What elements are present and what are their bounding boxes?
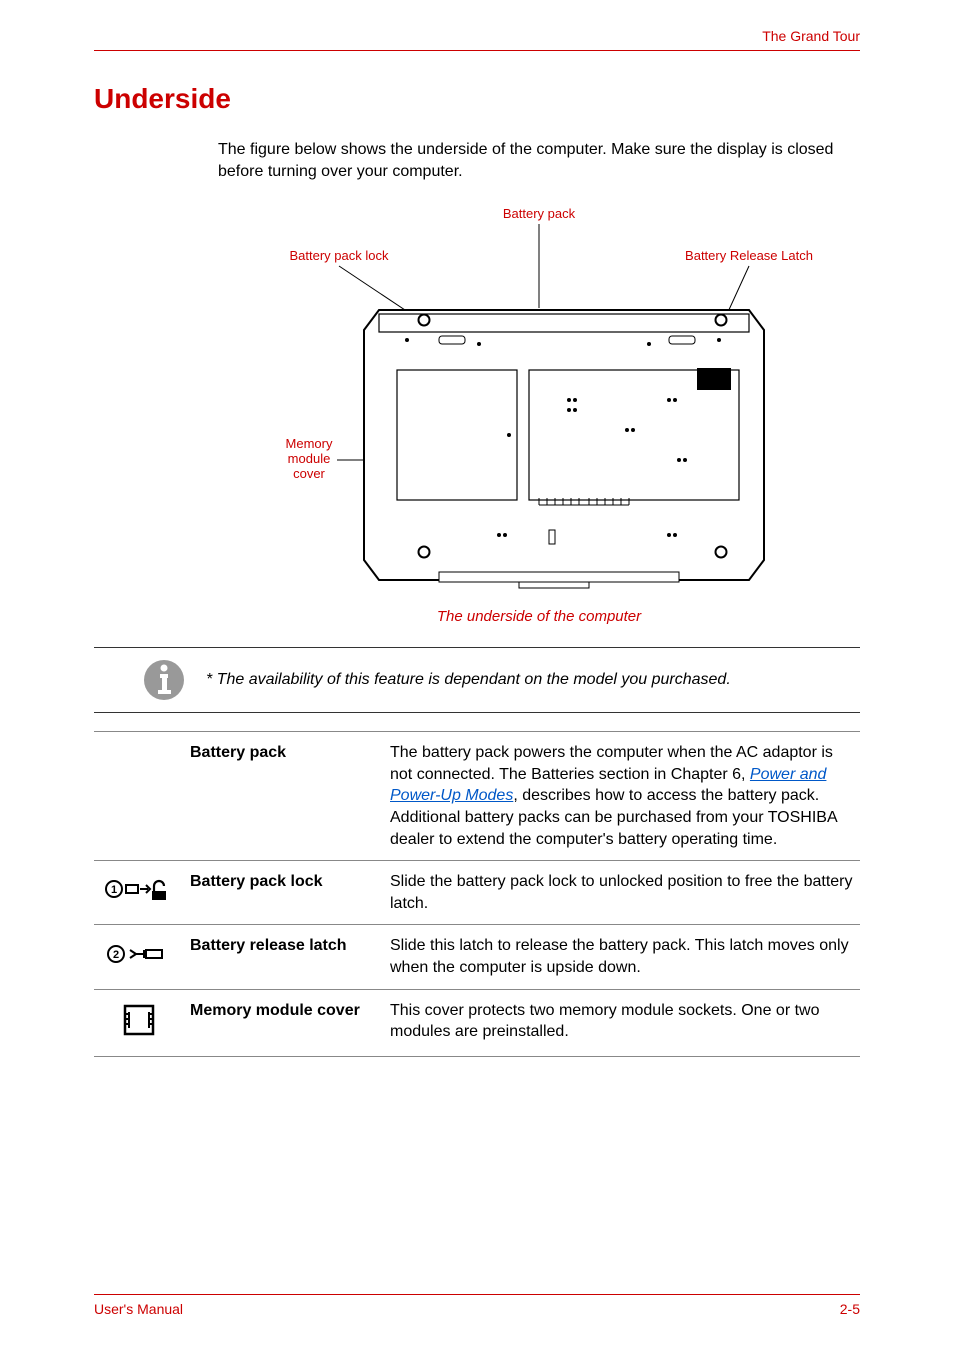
svg-text:1: 1 — [111, 884, 117, 896]
underside-figure: Battery pack Battery pack lock Battery R… — [218, 200, 860, 600]
intro-text: The figure below shows the underside of … — [218, 139, 860, 182]
label-battery-pack-lock: Battery pack lock — [290, 248, 389, 263]
note-text: * The availability of this feature is de… — [206, 671, 731, 689]
label-mem-1: Memory — [286, 436, 333, 451]
figure-caption: The underside of the computer — [218, 608, 860, 625]
desc-memory-cover: This cover protects two memory module so… — [384, 989, 860, 1057]
label-battery-pack: Battery pack — [503, 206, 576, 221]
footer-left: User's Manual — [94, 1301, 183, 1317]
term-battery-pack: Battery pack — [184, 732, 384, 861]
page-footer: User's Manual 2-5 — [94, 1294, 860, 1317]
term-memory-cover: Memory module cover — [184, 989, 384, 1057]
definitions-table: Battery pack The battery pack powers the… — [94, 731, 860, 1057]
desc-battery-pack: The battery pack powers the computer whe… — [384, 732, 860, 861]
latch-slide-icon: 2 — [104, 942, 174, 966]
term-battery-lock: Battery pack lock — [184, 861, 384, 925]
table-row: 1 Battery pack lock Slide the battery pa… — [94, 861, 860, 925]
desc-battery-latch: Slide this latch to release the battery … — [384, 925, 860, 989]
header-section: The Grand Tour — [94, 28, 860, 51]
svg-text:2: 2 — [113, 949, 119, 961]
table-row: 2 Battery release latch Slide this latch… — [94, 925, 860, 989]
page-title: Underside — [94, 83, 860, 115]
label-mem-3: cover — [293, 466, 325, 481]
note-box: * The availability of this feature is de… — [94, 647, 860, 713]
table-row: Memory module cover This cover protects … — [94, 989, 860, 1057]
term-battery-latch: Battery release latch — [184, 925, 384, 989]
memory-module-icon — [119, 1000, 159, 1040]
desc-battery-lock: Slide the battery pack lock to unlocked … — [384, 861, 860, 925]
lock-slide-icon: 1 — [104, 875, 174, 903]
info-icon — [142, 658, 186, 702]
footer-right: 2-5 — [840, 1301, 860, 1317]
label-battery-release-latch: Battery Release Latch — [685, 248, 813, 263]
label-mem-2: module — [288, 451, 331, 466]
table-row: Battery pack The battery pack powers the… — [94, 732, 860, 861]
